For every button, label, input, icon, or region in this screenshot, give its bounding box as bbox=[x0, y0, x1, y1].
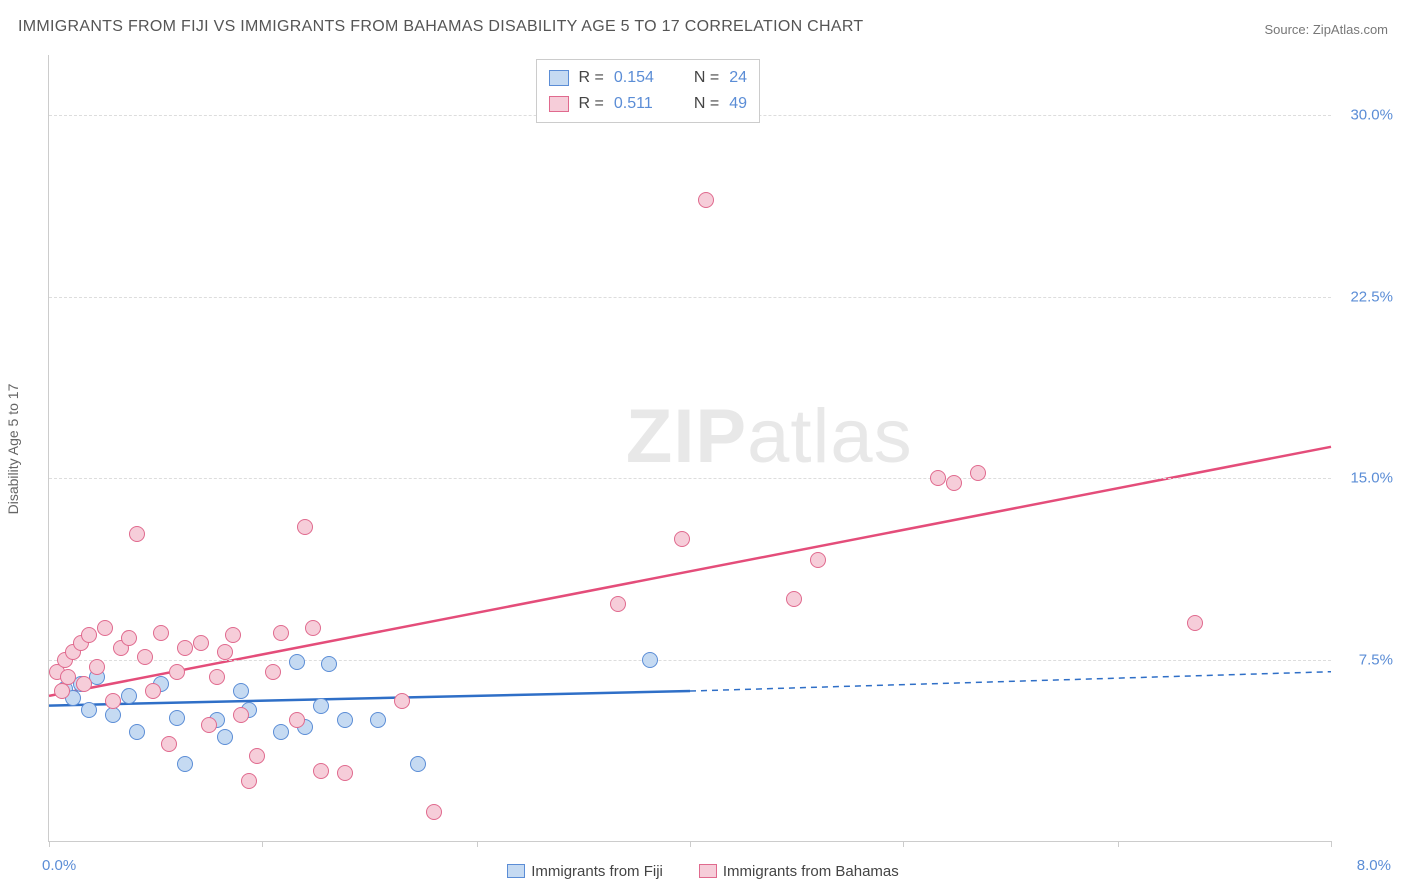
x-tick bbox=[49, 841, 50, 847]
data-point bbox=[930, 470, 946, 486]
data-point bbox=[321, 656, 337, 672]
data-point bbox=[81, 627, 97, 643]
y-tick-label: 7.5% bbox=[1359, 651, 1393, 668]
data-point bbox=[76, 676, 92, 692]
data-point bbox=[610, 596, 626, 612]
data-point bbox=[786, 591, 802, 607]
data-point bbox=[273, 724, 289, 740]
data-point bbox=[394, 693, 410, 709]
legend-swatch bbox=[549, 96, 569, 112]
data-point bbox=[89, 659, 105, 675]
n-value: 49 bbox=[729, 91, 747, 117]
series-legend: Immigrants from Fiji Immigrants from Baha… bbox=[0, 863, 1406, 880]
data-point bbox=[121, 630, 137, 646]
data-point bbox=[105, 693, 121, 709]
data-point bbox=[370, 712, 386, 728]
data-point bbox=[81, 702, 97, 718]
r-value: 0.511 bbox=[614, 91, 674, 117]
data-point bbox=[698, 192, 714, 208]
data-point bbox=[97, 620, 113, 636]
data-point bbox=[642, 652, 658, 668]
data-point bbox=[217, 729, 233, 745]
x-tick bbox=[262, 841, 263, 847]
data-point bbox=[169, 710, 185, 726]
data-point bbox=[337, 765, 353, 781]
data-point bbox=[233, 683, 249, 699]
r-label: R = bbox=[579, 91, 604, 117]
legend-swatch bbox=[507, 864, 525, 878]
data-point bbox=[674, 531, 690, 547]
data-point bbox=[201, 717, 217, 733]
data-point bbox=[410, 756, 426, 772]
legend-swatch bbox=[699, 864, 717, 878]
data-point bbox=[313, 698, 329, 714]
y-tick-label: 15.0% bbox=[1350, 470, 1393, 487]
gridline bbox=[49, 478, 1331, 479]
r-value: 0.154 bbox=[614, 65, 674, 91]
y-tick-label: 30.0% bbox=[1350, 107, 1393, 124]
gridline bbox=[49, 297, 1331, 298]
stat-legend: R = 0.154 N = 24 R = 0.511 N = 49 bbox=[536, 59, 760, 123]
data-point bbox=[313, 763, 329, 779]
data-point bbox=[54, 683, 70, 699]
data-point bbox=[177, 640, 193, 656]
data-point bbox=[121, 688, 137, 704]
data-point bbox=[153, 625, 169, 641]
data-point bbox=[233, 707, 249, 723]
gridline bbox=[49, 660, 1331, 661]
data-point bbox=[289, 712, 305, 728]
n-label: N = bbox=[694, 65, 719, 91]
legend-swatch bbox=[549, 70, 569, 86]
legend-item: Immigrants from Bahamas bbox=[699, 863, 899, 880]
data-point bbox=[305, 620, 321, 636]
data-point bbox=[161, 736, 177, 752]
data-point bbox=[129, 724, 145, 740]
data-point bbox=[297, 519, 313, 535]
data-point bbox=[137, 649, 153, 665]
data-point bbox=[225, 627, 241, 643]
data-point bbox=[177, 756, 193, 772]
data-point bbox=[193, 635, 209, 651]
data-point bbox=[426, 804, 442, 820]
chart-region: Disability Age 5 to 17 ZIPatlas 7.5%15.0… bbox=[48, 55, 1331, 842]
stat-legend-row: R = 0.154 N = 24 bbox=[549, 65, 747, 91]
data-point bbox=[129, 526, 145, 542]
data-point bbox=[265, 664, 281, 680]
x-tick bbox=[690, 841, 691, 847]
data-point bbox=[273, 625, 289, 641]
source-attribution: Source: ZipAtlas.com bbox=[1264, 22, 1388, 37]
data-point bbox=[209, 669, 225, 685]
y-axis-title: Disability Age 5 to 17 bbox=[5, 383, 21, 514]
data-point bbox=[337, 712, 353, 728]
data-point bbox=[249, 748, 265, 764]
legend-item: Immigrants from Fiji bbox=[507, 863, 663, 880]
data-point bbox=[145, 683, 161, 699]
plot-area: ZIPatlas 7.5%15.0%22.5%30.0% bbox=[48, 55, 1331, 842]
x-tick bbox=[1331, 841, 1332, 847]
data-point bbox=[217, 644, 233, 660]
x-tick bbox=[1118, 841, 1119, 847]
r-label: R = bbox=[579, 65, 604, 91]
data-point bbox=[60, 669, 76, 685]
data-point bbox=[970, 465, 986, 481]
chart-title: IMMIGRANTS FROM FIJI VS IMMIGRANTS FROM … bbox=[18, 18, 864, 36]
n-label: N = bbox=[694, 91, 719, 117]
data-point bbox=[946, 475, 962, 491]
watermark: ZIPatlas bbox=[626, 393, 913, 480]
data-point bbox=[105, 707, 121, 723]
y-tick-label: 22.5% bbox=[1350, 288, 1393, 305]
data-point bbox=[241, 773, 257, 789]
data-point bbox=[1187, 615, 1203, 631]
stat-legend-row: R = 0.511 N = 49 bbox=[549, 91, 747, 117]
data-point bbox=[169, 664, 185, 680]
data-point bbox=[289, 654, 305, 670]
data-point bbox=[810, 552, 826, 568]
x-tick bbox=[477, 841, 478, 847]
x-tick bbox=[903, 841, 904, 847]
n-value: 24 bbox=[729, 65, 747, 91]
